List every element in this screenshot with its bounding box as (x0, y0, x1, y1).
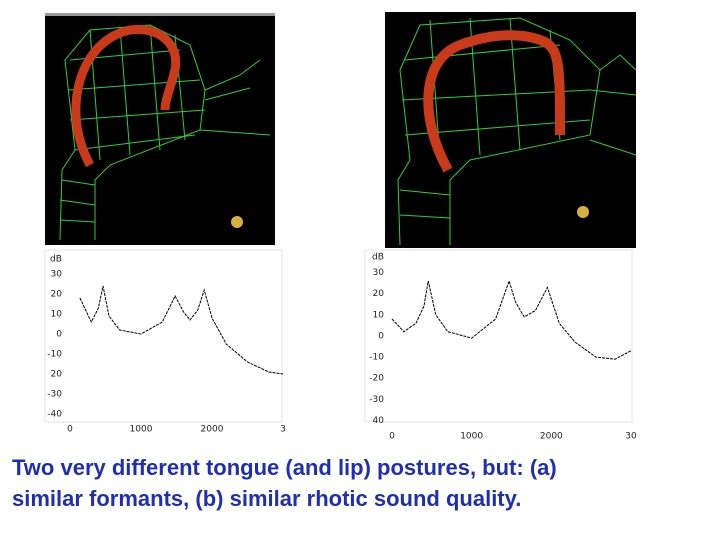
spectrum-line (79, 285, 284, 375)
y-tick-label: 20 (51, 290, 63, 300)
spectrum-frame (44, 249, 283, 423)
y-tick-label: 30 (373, 268, 385, 278)
y-tick-label: -20 (369, 374, 384, 384)
y-tick-label: -40 (47, 410, 62, 420)
y-tick-label: 30 (51, 270, 63, 280)
spectrum-line (391, 279, 632, 360)
x-tick-label: 3 (280, 425, 286, 435)
y-tick-label: -30 (369, 395, 384, 405)
y-axis-label: dB (372, 253, 384, 263)
y-axis-label: dB (50, 255, 62, 265)
y-tick-label: 0 (56, 330, 62, 340)
speaker-icon[interactable] (231, 216, 243, 228)
y-tick-label: -30 (47, 390, 62, 400)
y-tick-label: 40 (373, 416, 385, 426)
speaker-icon[interactable] (577, 206, 589, 218)
x-tick-label: 2000 (201, 425, 224, 435)
y-tick-label: 0 (378, 331, 384, 341)
caption-line: similar formants, (b) similar rhotic sou… (12, 486, 522, 511)
x-tick-label: 0 (389, 432, 395, 442)
spectrum-frame (364, 249, 633, 423)
y-tick-label: 10 (51, 310, 63, 320)
x-tick-label: 1000 (460, 432, 483, 442)
x-tick-label: 0 (67, 425, 73, 435)
x-tick-label: 2000 (540, 432, 563, 442)
y-tick-label: -10 (369, 353, 384, 363)
x-tick-label: 1000 (130, 425, 153, 435)
y-tick-label: 20 (51, 370, 63, 380)
caption: Two very different tongue (and lip) post… (12, 452, 712, 514)
caption-line: Two very different tongue (and lip) post… (12, 455, 557, 480)
y-tick-label: -10 (47, 350, 62, 360)
tongue-model-left (45, 13, 275, 245)
x-tick-label: 30 (625, 432, 637, 442)
y-tick-label: 10 (373, 310, 385, 320)
y-tick-label: 20 (373, 289, 385, 299)
tongue-model-right (385, 12, 637, 248)
